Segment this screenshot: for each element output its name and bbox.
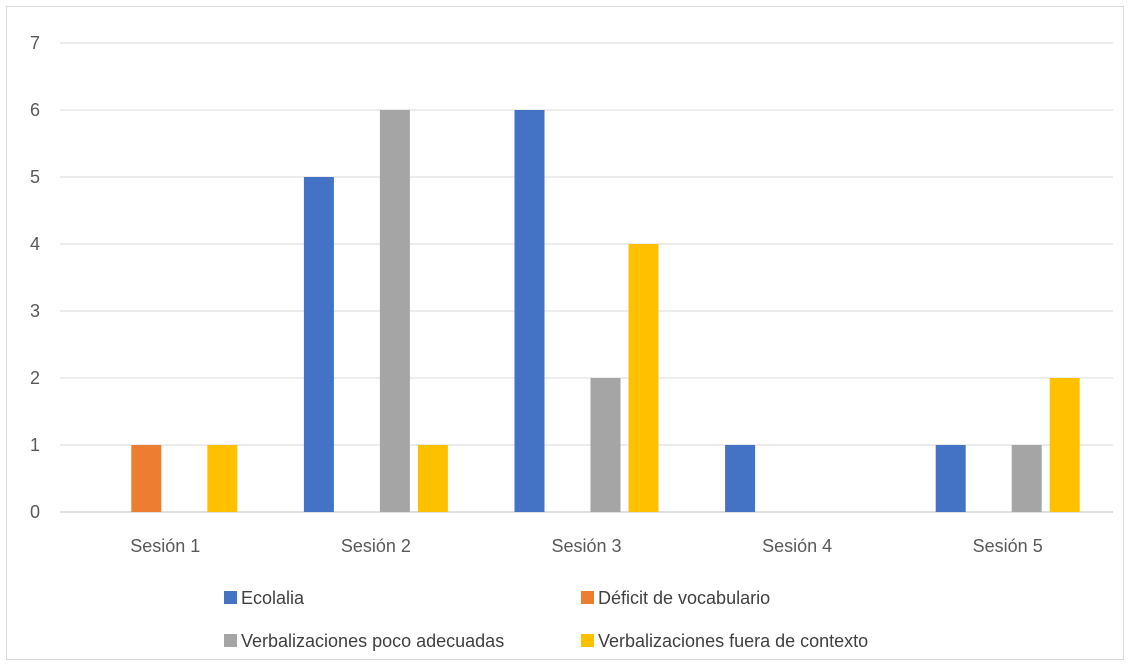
legend-label: Déficit de vocabulario — [598, 588, 770, 608]
bar — [725, 445, 756, 512]
y-tick-label: 7 — [30, 33, 40, 53]
legend: Ecolalia Déficit de vocabulario Verbalizac… — [224, 588, 868, 651]
legend-swatch — [581, 634, 594, 647]
bar — [1049, 378, 1080, 512]
bar — [379, 110, 410, 512]
bars — [131, 110, 1080, 512]
x-tick-label: Sesión 3 — [551, 536, 621, 556]
legend-item: Verbalizaciones fuera de contexto — [581, 631, 868, 651]
bar — [207, 445, 238, 512]
y-tick-label: 2 — [30, 368, 40, 388]
bar — [303, 177, 334, 512]
legend-label: Verbalizaciones poco adecuadas — [241, 631, 504, 651]
chart-area — [6, 6, 1124, 660]
legend-swatch — [581, 591, 594, 604]
y-tick-label: 6 — [30, 100, 40, 120]
bar — [628, 244, 659, 512]
x-tick-label: Sesión 4 — [762, 536, 832, 556]
y-tick-label: 0 — [30, 502, 40, 522]
bar — [935, 445, 966, 512]
y-tick-label: 3 — [30, 301, 40, 321]
bar — [590, 378, 621, 512]
y-tick-label: 1 — [30, 435, 40, 455]
legend-item: Ecolalia — [224, 588, 305, 608]
x-tick-label: Sesión 1 — [130, 536, 200, 556]
y-tick-label: 4 — [30, 234, 40, 254]
bar — [131, 445, 162, 512]
legend-label: Verbalizaciones fuera de contexto — [598, 631, 868, 651]
bar — [417, 445, 448, 512]
gridlines — [60, 42, 1113, 513]
legend-label: Ecolalia — [241, 588, 305, 608]
y-axis-ticks: 0 1 2 3 4 5 6 7 — [30, 33, 40, 522]
x-tick-label: Sesión 5 — [973, 536, 1043, 556]
legend-swatch — [224, 634, 237, 647]
x-axis-ticks: Sesión 1 Sesión 2 Sesión 3 Sesión 4 Sesión 5 — [130, 536, 1042, 556]
y-tick-label: 5 — [30, 167, 40, 187]
legend-item: Déficit de vocabulario — [581, 588, 770, 608]
legend-swatch — [224, 591, 237, 604]
legend-item: Verbalizaciones poco adecuadas — [224, 631, 504, 651]
bar — [514, 110, 545, 512]
x-tick-label: Sesión 2 — [341, 536, 411, 556]
bar — [1011, 445, 1042, 512]
